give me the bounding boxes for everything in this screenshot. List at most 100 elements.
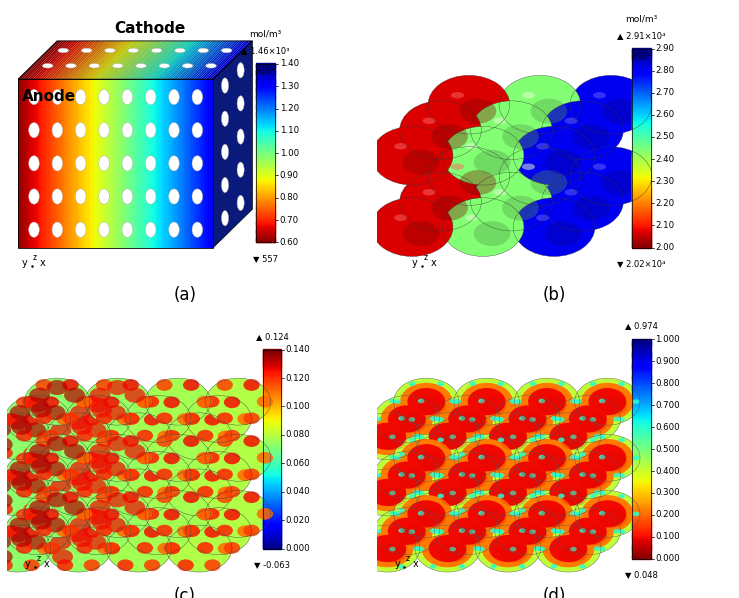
Circle shape xyxy=(37,543,53,554)
Circle shape xyxy=(224,396,240,408)
Bar xyxy=(256,148,276,150)
Polygon shape xyxy=(33,41,74,79)
Circle shape xyxy=(475,413,541,460)
Ellipse shape xyxy=(168,222,180,237)
Circle shape xyxy=(63,469,79,481)
Polygon shape xyxy=(30,79,33,248)
Circle shape xyxy=(43,396,59,408)
Circle shape xyxy=(70,405,91,420)
Circle shape xyxy=(355,434,362,439)
Circle shape xyxy=(355,525,420,572)
Bar xyxy=(632,420,650,422)
Ellipse shape xyxy=(500,431,528,450)
Bar xyxy=(263,372,282,374)
Circle shape xyxy=(75,452,92,463)
Bar xyxy=(632,74,650,75)
Bar xyxy=(263,541,282,542)
Circle shape xyxy=(177,414,194,426)
Text: 0.700: 0.700 xyxy=(655,401,680,410)
Polygon shape xyxy=(143,79,145,248)
Bar xyxy=(256,170,276,171)
Circle shape xyxy=(355,413,420,460)
Circle shape xyxy=(117,526,133,537)
Bar xyxy=(256,179,276,180)
Circle shape xyxy=(460,495,513,533)
Circle shape xyxy=(469,382,476,386)
Polygon shape xyxy=(47,41,89,79)
Circle shape xyxy=(529,382,536,386)
Polygon shape xyxy=(30,41,72,79)
Circle shape xyxy=(103,543,120,554)
Circle shape xyxy=(107,380,128,395)
Bar xyxy=(256,135,276,136)
Polygon shape xyxy=(21,41,62,79)
Polygon shape xyxy=(42,41,84,79)
Circle shape xyxy=(35,413,52,424)
Circle shape xyxy=(549,535,588,562)
Bar xyxy=(632,429,650,431)
Bar xyxy=(256,64,276,242)
Bar xyxy=(632,551,650,552)
Bar xyxy=(263,507,282,508)
Bar xyxy=(632,462,650,463)
Circle shape xyxy=(454,490,520,538)
Bar xyxy=(263,417,282,418)
Bar xyxy=(256,152,276,153)
Circle shape xyxy=(549,423,588,450)
Bar xyxy=(263,438,282,439)
Circle shape xyxy=(203,396,219,407)
Text: 0.040: 0.040 xyxy=(286,487,310,496)
Bar xyxy=(632,390,650,392)
Bar xyxy=(263,408,282,409)
Circle shape xyxy=(86,422,106,438)
Circle shape xyxy=(571,547,576,551)
Circle shape xyxy=(521,439,573,477)
Bar xyxy=(256,169,276,170)
Bar xyxy=(632,227,650,228)
Circle shape xyxy=(459,564,466,569)
Circle shape xyxy=(536,525,601,572)
Circle shape xyxy=(430,452,437,456)
Polygon shape xyxy=(25,79,28,248)
Circle shape xyxy=(145,490,211,538)
Bar xyxy=(632,92,650,93)
Circle shape xyxy=(613,473,620,477)
Circle shape xyxy=(0,422,11,438)
Bar xyxy=(632,367,650,369)
Bar xyxy=(632,150,650,151)
Circle shape xyxy=(469,473,476,478)
Circle shape xyxy=(91,459,112,474)
Circle shape xyxy=(619,493,625,498)
Circle shape xyxy=(144,414,160,426)
Circle shape xyxy=(573,456,579,460)
Circle shape xyxy=(105,405,126,420)
Circle shape xyxy=(368,423,406,450)
Circle shape xyxy=(418,435,424,439)
Ellipse shape xyxy=(479,508,506,527)
Circle shape xyxy=(89,500,110,515)
Circle shape xyxy=(44,461,66,476)
Bar xyxy=(632,206,650,208)
Ellipse shape xyxy=(399,469,426,489)
Circle shape xyxy=(163,453,180,464)
Polygon shape xyxy=(137,41,179,79)
Circle shape xyxy=(24,378,89,425)
Bar xyxy=(256,129,276,130)
Circle shape xyxy=(84,447,100,459)
Bar xyxy=(256,138,276,140)
Circle shape xyxy=(35,492,52,503)
Bar xyxy=(632,556,650,558)
Ellipse shape xyxy=(440,431,467,450)
Circle shape xyxy=(103,542,120,554)
Bar xyxy=(256,117,276,118)
Polygon shape xyxy=(174,41,216,79)
Ellipse shape xyxy=(520,469,548,489)
Circle shape xyxy=(86,478,106,493)
Circle shape xyxy=(370,416,376,421)
Polygon shape xyxy=(157,41,199,79)
Ellipse shape xyxy=(105,48,115,53)
Circle shape xyxy=(37,487,53,498)
Bar xyxy=(632,241,650,243)
Circle shape xyxy=(551,472,557,477)
Bar xyxy=(263,492,282,494)
